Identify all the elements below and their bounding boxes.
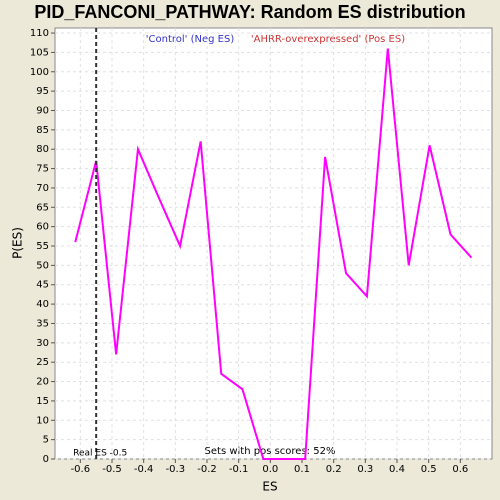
y-tick-label: 95 xyxy=(36,86,49,97)
y-tick-label: 45 xyxy=(36,280,49,291)
x-tick-label: 0.6 xyxy=(452,464,468,475)
y-tick-label: 110 xyxy=(30,28,49,39)
y-tick-label: 55 xyxy=(36,241,49,252)
y-tick-label: 35 xyxy=(36,318,49,329)
y-tick-label: 65 xyxy=(36,202,49,213)
x-tick-label: -0.4 xyxy=(134,464,154,475)
y-tick-label: 70 xyxy=(36,183,49,194)
y-tick-label: 80 xyxy=(36,144,49,155)
x-tick-label: -0.6 xyxy=(71,464,91,475)
chart-title: PID_FANCONI_PATHWAY: Random ES distribut… xyxy=(34,2,465,22)
y-tick-label: 100 xyxy=(30,67,49,78)
legend-neg: 'Control' (Neg ES) xyxy=(146,34,235,45)
legend-pos: 'AHRR-overexpressed' (Pos ES) xyxy=(251,34,405,45)
x-tick-label: 0.1 xyxy=(294,464,310,475)
x-tick-label: 0.3 xyxy=(357,464,373,475)
x-tick-label: -0.3 xyxy=(166,464,186,475)
x-tick-label: 0.0 xyxy=(262,464,278,475)
real-es-label: Real ES -0.5 xyxy=(73,449,127,459)
line-series xyxy=(74,48,473,460)
y-tick-label: 0 xyxy=(43,454,49,465)
x-tick-label: -0.2 xyxy=(197,464,217,475)
x-tick-label: -0.5 xyxy=(102,464,122,475)
x-tick-label: -0.1 xyxy=(229,464,249,475)
x-tick-label: 0.5 xyxy=(421,464,437,475)
x-axis-label: ES xyxy=(262,480,277,494)
y-axis-label: P(ES) xyxy=(11,227,25,259)
y-tick-label: 20 xyxy=(36,377,49,388)
annotation: Sets with pos scores: 52% xyxy=(205,446,336,457)
y-tick-label: 85 xyxy=(36,125,49,136)
x-tick-label: 0.4 xyxy=(389,464,405,475)
y-tick-label: 40 xyxy=(36,299,49,310)
y-tick-label: 10 xyxy=(36,415,49,426)
x-tick-label: 0.2 xyxy=(326,464,342,475)
y-tick-label: 5 xyxy=(43,435,49,446)
y-tick-label: 25 xyxy=(36,357,49,368)
y-tick-label: 30 xyxy=(36,338,49,349)
y-tick-label: 90 xyxy=(36,105,49,116)
plot-area xyxy=(54,27,493,460)
y-tick-label: 15 xyxy=(36,396,49,407)
y-tick-label: 50 xyxy=(36,260,49,271)
y-tick-label: 105 xyxy=(30,47,49,58)
y-tick-label: 60 xyxy=(36,222,49,233)
y-tick-label: 75 xyxy=(36,164,49,175)
